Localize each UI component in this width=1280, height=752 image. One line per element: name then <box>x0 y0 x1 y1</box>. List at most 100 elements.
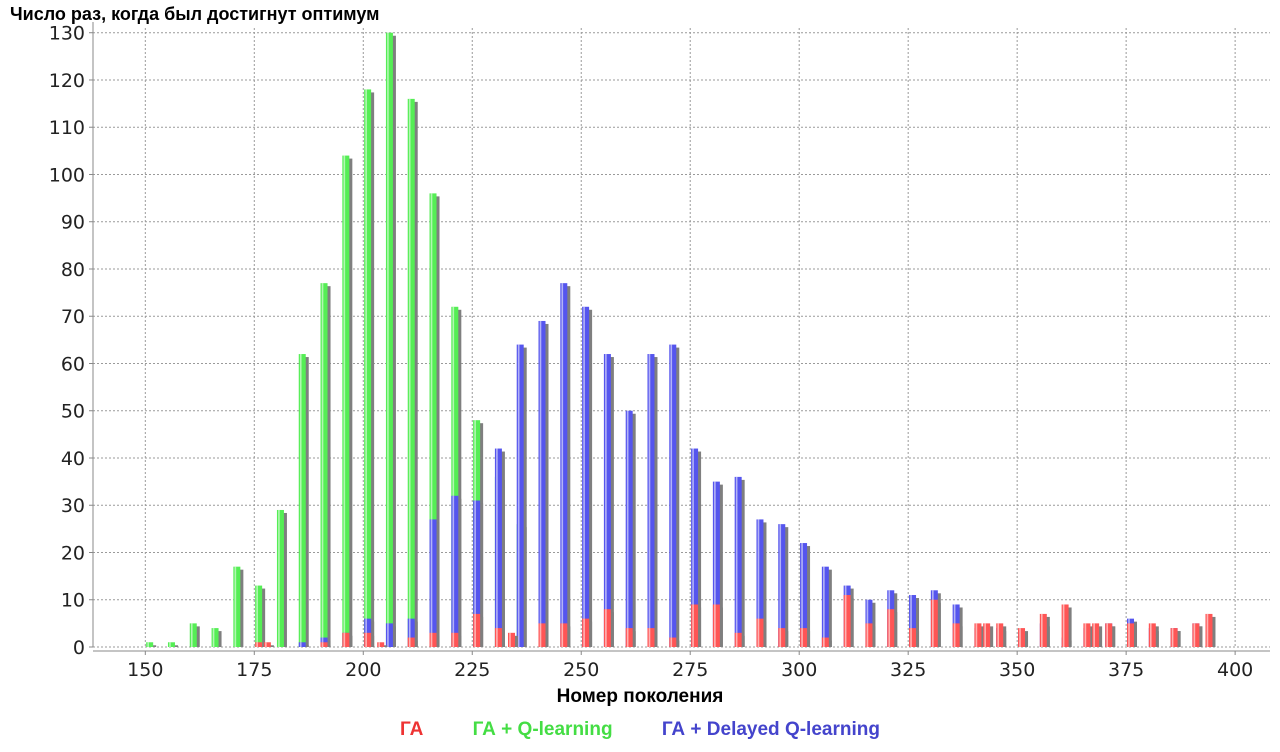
bar-ga <box>625 628 633 647</box>
bar-ga <box>865 623 873 647</box>
bar-ga <box>821 637 829 647</box>
bar-q-learning-highlight <box>452 306 455 647</box>
bar-q-learning-highlight <box>408 98 411 647</box>
bar-delayed-q-learning <box>909 595 917 647</box>
bar-ga-highlight <box>343 632 346 647</box>
bar-ga <box>909 628 917 647</box>
bar-ga-highlight <box>692 604 694 647</box>
bar-ga-highlight <box>953 623 956 647</box>
bar-delayed-q-learning <box>647 354 655 647</box>
bar-ga <box>952 623 960 647</box>
bar-delayed-q-learning <box>800 543 808 647</box>
legend-item-ga: ГА <box>400 719 424 740</box>
bar-delayed-q-learning-highlight <box>408 618 411 647</box>
bar-delayed-q-learning <box>778 524 786 647</box>
bar-q-learning-highlight <box>190 623 193 647</box>
bar-q-learning <box>320 283 328 647</box>
bar-ga <box>669 637 677 647</box>
bar-ga <box>603 609 611 647</box>
y-tick-label: 80 <box>61 259 85 281</box>
legend-item-ga-q-learning: ГА + Q-learning <box>472 719 613 740</box>
y-tick-label: 20 <box>61 542 85 564</box>
bar-ga-highlight <box>430 632 433 647</box>
bar-q-learning-highlight <box>278 509 280 647</box>
y-tick-label: 100 <box>49 164 85 186</box>
bar-ga-highlight <box>1128 623 1130 647</box>
bar-ga-highlight <box>605 609 607 647</box>
bar-delayed-q-learning-highlight <box>496 448 498 647</box>
bar-q-learning <box>189 623 197 647</box>
bar-delayed-q-learning-highlight <box>757 519 760 647</box>
bar-ga-highlight <box>583 618 585 647</box>
bar-delayed-q-learning-highlight <box>626 410 629 647</box>
bar-ga <box>582 618 590 647</box>
bar-ga <box>843 595 851 647</box>
bar-delayed-q-learning-highlight <box>823 566 825 647</box>
bar-q-learning-highlight <box>169 642 171 647</box>
bar-ga-highlight <box>1171 628 1174 647</box>
bar-ga-highlight <box>844 595 847 647</box>
x-tick-label: 300 <box>781 659 817 681</box>
legend: ГА ГА + Q-learning ГА + Delayed Q-learni… <box>0 719 1280 741</box>
bar-ga <box>538 623 546 647</box>
bar-ga <box>1018 628 1026 647</box>
bar-delayed-q-learning-highlight <box>779 524 782 647</box>
bar-delayed-q-learning <box>560 283 568 647</box>
bar-q-learning <box>298 354 306 647</box>
x-tick-label: 225 <box>454 659 490 681</box>
bar-ga-highlight <box>932 599 934 647</box>
bar-ga <box>1061 604 1069 647</box>
bar-ga-highlight <box>648 628 651 647</box>
bar-delayed-q-learning-highlight <box>517 344 520 647</box>
bar-ga <box>320 642 328 647</box>
bar-delayed-q-learning <box>385 623 393 647</box>
bar-ga-highlight <box>626 628 629 647</box>
bar-ga-highlight <box>408 637 411 647</box>
bar-delayed-q-learning-highlight <box>605 354 607 647</box>
bar-delayed-q-learning-highlight <box>910 595 912 647</box>
bar-ga <box>494 628 502 647</box>
bar-delayed-q-learning <box>494 448 502 647</box>
bar-delayed-q-learning <box>691 448 699 647</box>
bar-delayed-q-learning <box>582 306 590 647</box>
bar-q-learning-highlight <box>430 193 433 647</box>
bar-ga <box>560 623 568 647</box>
bar-ga <box>263 642 271 647</box>
bar-ga-highlight <box>256 642 258 647</box>
bar-ga-highlight <box>1019 628 1021 647</box>
bar-ga <box>407 637 415 647</box>
bar-ga <box>377 642 385 647</box>
y-tick-label: 40 <box>61 448 85 470</box>
bar-delayed-q-learning <box>603 354 611 647</box>
bar-delayed-q-learning <box>538 320 546 647</box>
bar-q-learning <box>451 306 459 647</box>
bar-ga <box>756 618 764 647</box>
bar-ga-highlight <box>1062 604 1065 647</box>
bar-ga <box>712 604 720 647</box>
bar-ga-highlight <box>866 623 869 647</box>
bar-q-learning <box>276 509 284 647</box>
bar-delayed-q-learning <box>734 476 742 647</box>
bar-delayed-q-learning <box>712 481 720 647</box>
bar-ga <box>1105 623 1113 647</box>
bar-q-learning-highlight <box>212 628 215 647</box>
bar-ga-highlight <box>757 618 760 647</box>
bar-ga <box>1092 623 1100 647</box>
bar-delayed-q-learning-highlight <box>714 481 716 647</box>
bar-ga-highlight <box>509 632 511 647</box>
y-tick-label: 110 <box>49 117 85 139</box>
bar-ga-highlight <box>474 613 476 647</box>
bar-ga <box>691 604 699 647</box>
bar-q-learning-highlight <box>343 155 346 648</box>
y-tick-label: 60 <box>61 353 85 375</box>
bar-ga <box>800 628 808 647</box>
bar-ga-highlight <box>670 637 673 647</box>
x-axis-label: Номер поколения <box>556 686 724 707</box>
bar-ga-highlight <box>801 628 803 647</box>
bar-delayed-q-learning <box>473 500 481 647</box>
bar-ga-highlight <box>452 632 455 647</box>
bar-ga-highlight <box>1084 623 1087 647</box>
bar-ga <box>451 632 459 647</box>
bar-ga-highlight <box>321 642 324 647</box>
